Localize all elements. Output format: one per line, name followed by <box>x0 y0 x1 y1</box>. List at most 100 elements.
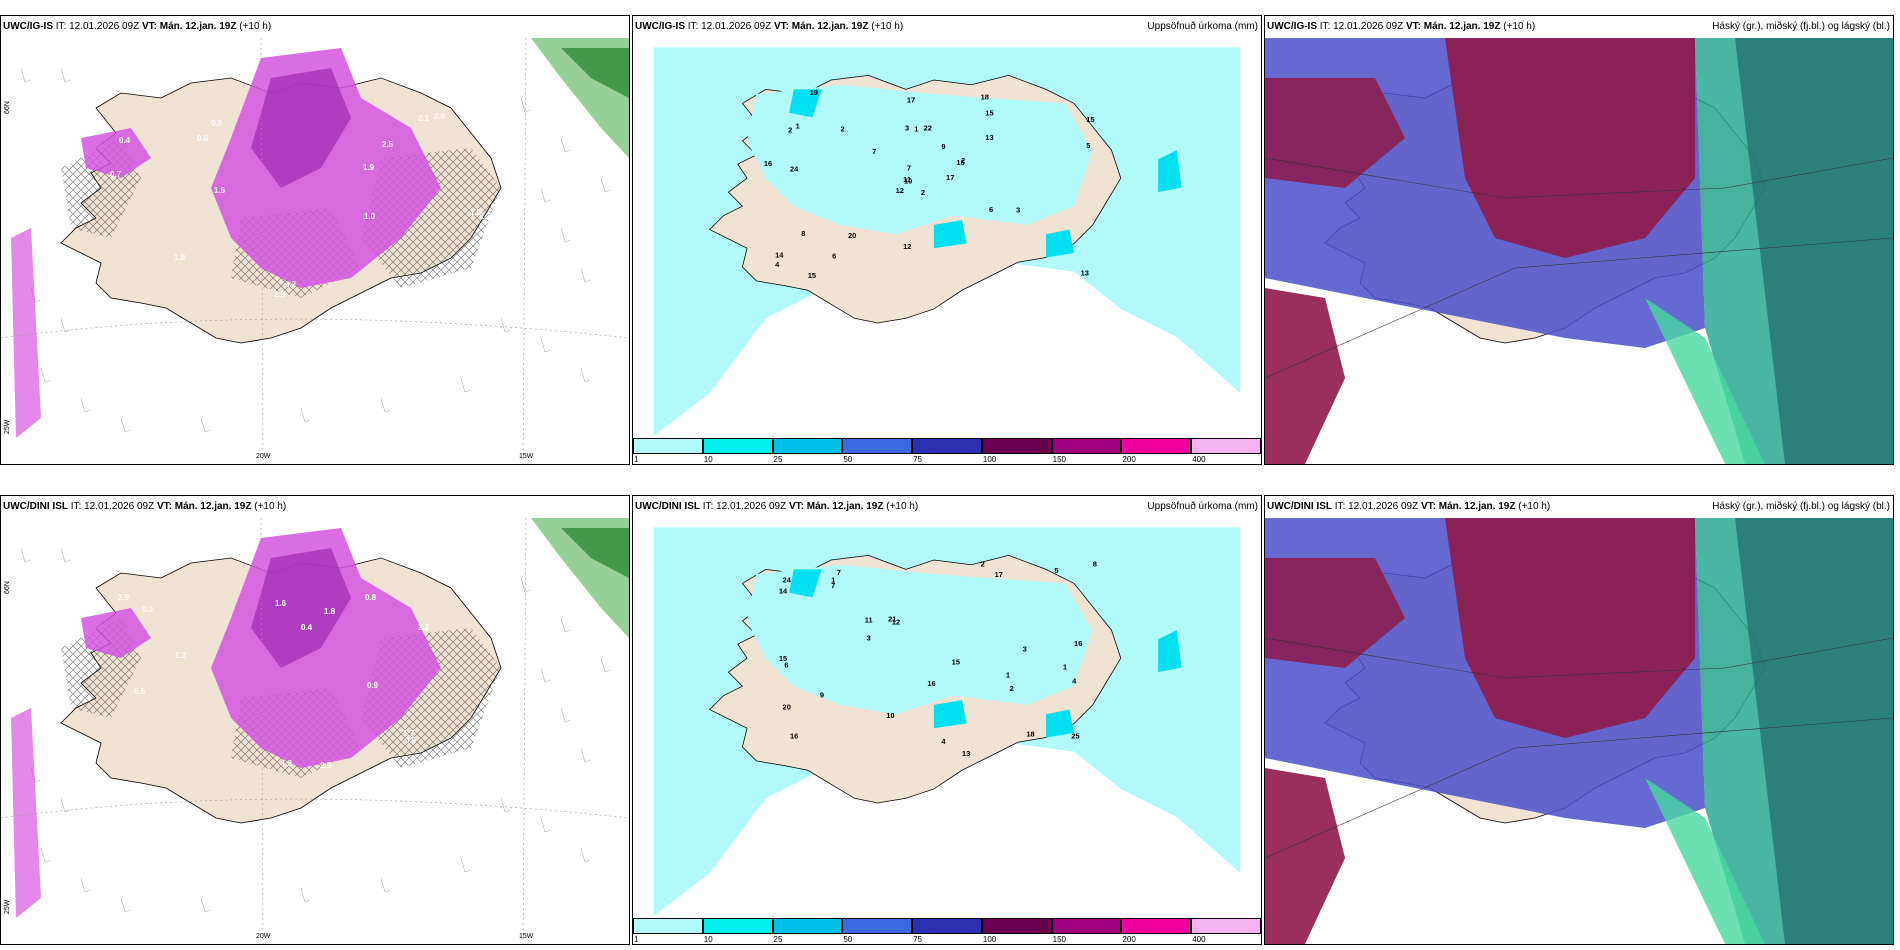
precip-value: 5 <box>1054 566 1058 575</box>
panel-title: UWC/IG-IS IT: 12.01.2026 09Z VT: Mán. 12… <box>1265 16 1893 38</box>
precip-value: 16 <box>790 731 798 740</box>
precip-value: 7 <box>837 568 841 577</box>
precip-value: 16 <box>927 679 935 688</box>
precip-value: 1 <box>914 124 918 133</box>
model-name: UWC/IG-IS <box>3 21 53 32</box>
model-name: UWC/IG-IS <box>635 21 685 32</box>
snow-value: 0.8 <box>365 593 377 602</box>
colorbar-swatch <box>1121 438 1192 454</box>
snow-value: 1.2 <box>175 651 187 660</box>
precip-value: 10 <box>886 711 894 720</box>
precip-value: 4 <box>1072 676 1077 685</box>
snow-value: 0.9 <box>211 119 223 128</box>
it-prefix: IT: <box>70 501 82 512</box>
snow-value: 0.5 <box>134 687 146 696</box>
colorbar-swatch <box>633 918 703 934</box>
precip-value: 6 <box>784 660 788 669</box>
precip-value: 17 <box>946 173 954 182</box>
colorbar-tick: 200 <box>1122 455 1136 464</box>
precip-value: 24 <box>783 575 792 584</box>
precip-value: 5 <box>1086 141 1090 150</box>
precip-value: 2 <box>1010 684 1014 693</box>
precip-value: 17 <box>995 570 1003 579</box>
panel-title: UWC/IG-IS IT: 12.01.2026 09Z VT: Mán. 12… <box>633 16 1261 38</box>
precip-value: 16 <box>956 158 964 167</box>
snow-value: 2.1 <box>418 114 430 123</box>
snow-value: 0.4 <box>301 623 313 632</box>
precip-value: 4 <box>775 260 780 269</box>
snow-value: 1.9 <box>363 163 375 172</box>
precip-map: 1116712182017111314152425101616152198534… <box>633 518 1261 916</box>
precip-value: 9 <box>941 142 945 151</box>
model-name: UWC/IG-IS <box>1267 21 1317 32</box>
precip-value: 18 <box>981 93 989 102</box>
cloud-map <box>1265 518 1893 944</box>
colorbar-tick: 400 <box>1192 935 1206 944</box>
panel-snow-igis: UWC/IG-IS IT: 12.01.2026 09Z VT: Mán. 12… <box>0 15 630 465</box>
precip-value: 12 <box>903 242 911 251</box>
precip-value: 20 <box>848 231 856 240</box>
snow-value: 2.5 <box>382 140 394 149</box>
colorbar-tick: 1 <box>634 455 639 464</box>
model-name: UWC/DINI ISL <box>1267 501 1332 512</box>
precip-value: 2 <box>788 125 792 134</box>
init-time: 12.01.2026 09Z <box>701 21 772 32</box>
precip-value: 13 <box>985 133 993 142</box>
it-prefix: IT: <box>55 21 67 32</box>
snow-value: 2.9 <box>434 112 446 121</box>
precip-value: 10 <box>904 177 912 186</box>
snow-wind-map: 0.4 0.6 1.9 3.2 2.1 2.8 1.0 1.6 2.9 1.21.5 0.9 2.5 1… <box>1 38 629 464</box>
precip-value: 3 <box>905 123 909 132</box>
precip-value: 15 <box>808 271 816 280</box>
precip-value: 8 <box>1093 560 1097 569</box>
colorbar-swatch <box>912 438 982 454</box>
colorbar-tick: 25 <box>773 455 783 464</box>
colorbar-swatch <box>981 918 1052 934</box>
init-time: 12.01.2026 09Z <box>1333 21 1404 32</box>
precip-value: 2 <box>921 188 925 197</box>
snow-wind-map: 0.40.52.92.21.31.62.00.81.20.51.71.80.90… <box>1 518 629 944</box>
init-time: 12.01.2026 09Z <box>69 21 140 32</box>
precip-value: 2 <box>961 156 965 165</box>
precip-value: 11 <box>865 616 873 625</box>
valid-time: Mán. 12.jan. 19Z <box>1423 21 1501 32</box>
snow-value: 2.9 <box>118 593 130 602</box>
init-time: 12.01.2026 09Z <box>716 501 787 512</box>
vt-prefix: VT: <box>788 501 804 512</box>
precip-value: 7 <box>831 581 835 590</box>
snow-value: 1.2 <box>480 212 492 221</box>
snow-value: 2.8 <box>274 290 286 299</box>
it-prefix: IT: <box>1319 21 1331 32</box>
precip-value: 1 <box>796 122 800 131</box>
precip-value: 3 <box>1016 206 1020 215</box>
precip-value: 16 <box>764 159 772 168</box>
precip-map: 2210141620182215171913241512131539874612… <box>633 38 1261 436</box>
precip-value: 1 <box>1006 671 1010 680</box>
panel-title: UWC/DINI ISL IT: 12.01.2026 09Z VT: Mán.… <box>633 496 1261 518</box>
vt-prefix: VT: <box>156 501 172 512</box>
panel-title: UWC/DINI ISL IT: 12.01.2026 09Z VT: Mán.… <box>1265 496 1893 518</box>
precip-value: 6 <box>832 251 836 260</box>
colorbar-swatch <box>702 438 773 454</box>
precip-value: 15 <box>985 109 993 118</box>
precip-colorbar: 1 10 25 50 75 100 150 200 400 <box>633 916 1261 944</box>
precip-value: 25 <box>1071 731 1079 740</box>
cloud-panel-title: Háský (gr.), miðský (fj.bl.) og lágský (… <box>1712 501 1890 512</box>
colorbar-tick: 100 <box>982 455 997 464</box>
lead-time: (+10 h) <box>1518 501 1551 512</box>
colorbar-swatch <box>772 918 843 934</box>
precip-value: 24 <box>790 165 799 174</box>
precip-value: 12 <box>896 186 904 195</box>
precip-value: 3 <box>1023 645 1027 654</box>
snow-value: 1.8 <box>174 253 186 262</box>
valid-time: Mán. 12.jan. 19Z <box>806 501 884 512</box>
precip-value: 8 <box>801 229 805 238</box>
precip-value: 6 <box>989 205 993 214</box>
snow-value: 2.2 <box>418 623 430 632</box>
panel-snow-dini: UWC/DINI ISL IT: 12.01.2026 09Z VT: Mán.… <box>0 495 630 945</box>
snow-value: 1.0 <box>364 212 376 221</box>
snow-value: 0.9 <box>367 681 379 690</box>
precip-value: 14 <box>779 587 788 596</box>
it-prefix: IT: <box>1334 501 1346 512</box>
precip-panel-title: Uppsöfnuð úrkoma (mm) <box>1147 21 1258 32</box>
